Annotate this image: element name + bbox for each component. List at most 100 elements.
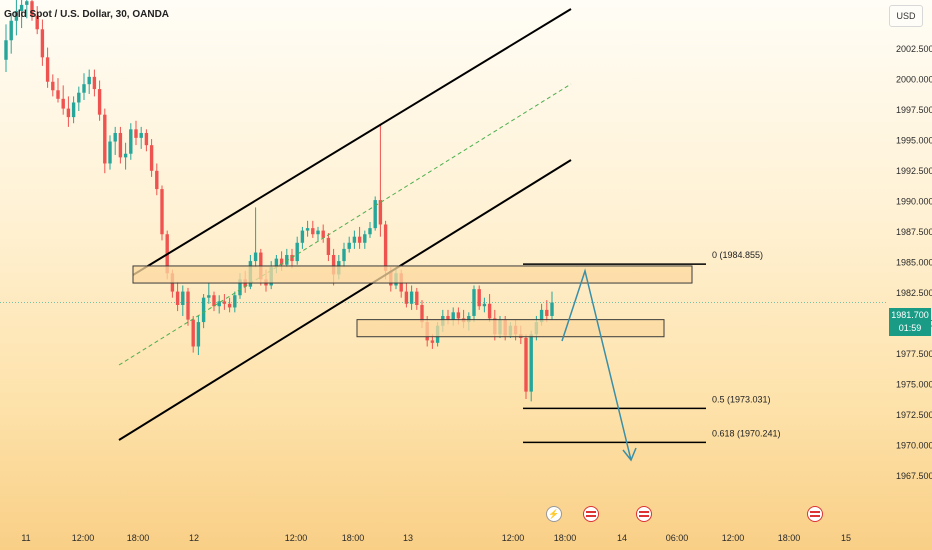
candle-body [155,170,159,190]
candle [191,315,195,353]
price-tick-label: 1997.500 [896,105,932,115]
lower-support-zone [356,319,665,338]
candle-body [430,340,435,343]
candle [149,139,154,177]
chart-title: Gold Spot / U.S. Dollar, 30, OANDA [4,9,169,20]
candle-body [446,315,450,320]
candle-body [134,129,138,138]
candle [155,163,159,196]
candle-body [40,29,45,58]
candle-body [14,10,19,21]
candle-body [71,102,76,118]
candle [71,96,76,124]
candle [139,126,143,149]
candle [227,297,232,313]
candle-body [175,291,180,305]
candle [129,123,133,160]
projection-path [561,268,632,461]
candle-body [529,334,533,392]
candle-body [181,291,185,305]
candle [186,287,190,326]
candle [9,13,13,54]
channel-upper-line [132,8,572,276]
candle-body [113,132,117,142]
candle [487,294,492,323]
price-tick-label: 1985.000 [896,257,932,267]
candle [357,226,362,249]
candle [19,0,24,29]
candle-body [253,252,258,262]
price-tick-label: 1967.500 [896,471,932,481]
candle-body [409,291,414,304]
candle [545,300,549,323]
candle [253,207,258,268]
candle [134,120,138,146]
time-tick-label: 18:00 [554,533,577,543]
candle [113,126,117,155]
candle-body [77,92,81,103]
candle-body [539,309,544,323]
time-tick-label: 12:00 [722,533,745,543]
flash-event-icon[interactable]: ⚡ [546,506,562,522]
price-tick-label: 1987.500 [896,227,932,237]
candle-body [305,228,310,231]
candle-body [160,189,164,235]
candle-body [550,302,554,316]
candle [321,224,325,243]
candle [25,0,29,19]
candle [524,334,528,399]
channel-midline [118,83,572,366]
candle [212,291,216,312]
candle-body [467,315,471,323]
time-tick-label: 18:00 [778,533,801,543]
us-flag-event-icon[interactable] [807,506,823,522]
candle-body [420,305,424,323]
candle [326,233,331,262]
candle-body [186,291,190,320]
candle-body [217,301,221,307]
candle-body [207,295,211,298]
price-tick-label: 1992.500 [896,166,932,176]
candle-body [451,312,455,320]
candle [316,226,320,242]
candle [175,281,180,312]
candle [482,297,487,313]
candle-body [82,84,86,93]
candle [550,291,554,320]
candle-body [300,230,305,243]
candle [144,129,149,152]
candle-body [352,236,357,243]
time-tick-label: 06:00 [666,533,689,543]
time-axis: 11 12:00 18:00 12 12:00 18:00 13 12:00 18:00 14 06… [21,533,851,543]
candle [14,0,19,36]
candle [347,236,351,253]
candle [222,294,227,310]
candle-body [25,1,29,5]
candle [35,6,39,35]
candle-body [378,200,383,225]
candle [363,230,367,249]
candle [45,47,50,88]
candle [118,126,123,164]
candle [352,230,357,249]
price-axis: 2002.500 2000.000 1997.500 1995.000 1992.500… [896,44,932,481]
us-flag-event-icon[interactable] [636,506,652,522]
candle-body [545,309,549,316]
candle-body [35,15,39,30]
candle-body [404,291,409,304]
time-tick-label: 18:00 [127,533,150,543]
candle [217,295,221,314]
time-tick-label: 18:00 [342,533,365,543]
candle-body [326,237,331,255]
candle-body [482,303,487,307]
candle-body [357,236,362,243]
price-tick-label: 1975.000 [896,379,932,389]
currency-selector[interactable]: USD [889,5,923,27]
candle-body [61,98,65,109]
candle-body [144,132,149,146]
candle-body [118,132,123,158]
us-flag-event-icon[interactable] [583,506,599,522]
candle [30,0,34,21]
candle-body [285,254,289,265]
